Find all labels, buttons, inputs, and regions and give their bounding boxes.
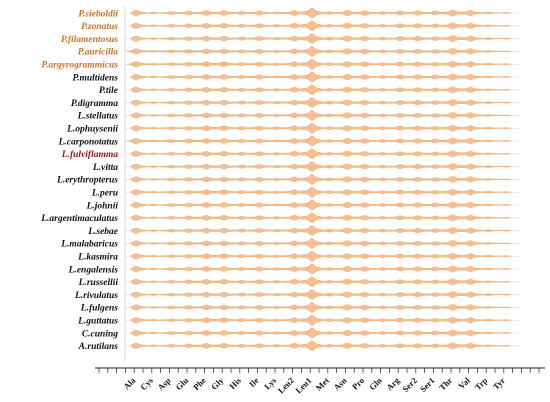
violin-P.multidens <box>130 71 511 83</box>
violin-P.tile <box>130 84 511 96</box>
species-label: L.kasmira <box>77 253 118 263</box>
species-label: P.zonatus <box>81 22 118 32</box>
violin-L.kasmira <box>130 250 511 262</box>
x-tick-label: Val <box>456 375 472 391</box>
species-label: L.peru <box>91 189 118 199</box>
x-tick-label: Ser2 <box>400 375 419 394</box>
species-label: L.engalensis <box>68 265 119 275</box>
species-label: L.erythropterus <box>56 176 118 186</box>
violin-L.engalensis <box>130 263 511 275</box>
violin-L.malabaricus <box>130 237 511 250</box>
violin-L.argentimaculatus <box>130 212 511 224</box>
violin-P.auricilla <box>130 45 511 58</box>
species-label: L.rivulatus <box>74 291 118 301</box>
x-tick-label: Ala <box>121 375 138 392</box>
species-label: L.fulviflamma <box>61 150 118 160</box>
x-tick-label: Ile <box>247 375 261 389</box>
species-label: A.rutilans <box>78 342 119 352</box>
species-label: L.argentimaculatus <box>40 214 118 224</box>
species-label: P.digramma <box>71 99 118 109</box>
x-tick-label: Gly <box>209 375 226 392</box>
species-label: P.multidens <box>73 73 119 83</box>
x-tick-label: Arg <box>384 375 402 393</box>
species-label: L.johnii <box>86 201 119 211</box>
species-label: L.vitta <box>92 163 118 173</box>
violin-P.zonatus <box>130 20 511 32</box>
violin-L.sebae <box>130 224 511 237</box>
species-label: P.sieboldii <box>78 9 118 19</box>
violin-L.rivulatus <box>130 288 511 301</box>
x-tick-label: Met <box>314 375 332 393</box>
violin-P.digramma <box>130 96 511 109</box>
x-tick-label: His <box>227 375 243 391</box>
species-label: L.sebae <box>87 227 119 237</box>
species-label: L.russellii <box>78 278 119 288</box>
violin-A.rutilans <box>130 340 511 352</box>
x-tick-label: Thr <box>437 375 454 392</box>
violin-P.argyrogrammicus <box>130 58 511 70</box>
violin-L.guttatus <box>130 314 511 326</box>
violin-L.johnii <box>130 199 511 211</box>
species-label: L.fulgens <box>80 304 119 314</box>
x-tick-label: Gln <box>367 375 384 392</box>
violin-L.ophuysenii <box>130 122 511 134</box>
violin-L.fulgens <box>130 301 511 314</box>
violin-L.russellii <box>130 276 511 288</box>
violin-L.fulviflamma <box>130 148 511 160</box>
x-tick-label: Glu <box>173 375 190 392</box>
x-tick-label: Leu2 <box>276 375 296 395</box>
violin-L.carponotatus <box>130 135 511 147</box>
violin-L.peru <box>130 186 511 198</box>
x-tick-label: Asn <box>332 375 349 392</box>
species-label: L.ophuysenii <box>66 125 118 135</box>
x-tick-label: Ser1 <box>418 375 437 394</box>
species-label: P.tile <box>99 86 119 96</box>
species-label: C.cuning <box>82 329 118 339</box>
violin-L.vitta <box>130 160 511 173</box>
species-label: L.carponotatus <box>58 137 119 147</box>
species-label: P.filamentosus <box>61 35 118 45</box>
violin-C.cuning <box>130 327 511 339</box>
violin-P.filamentosus <box>130 32 511 45</box>
species-label: L.malabaricus <box>60 240 118 250</box>
x-tick-label: Trp <box>473 375 490 392</box>
x-tick-label: Pro <box>350 375 366 391</box>
species-label: P.auricilla <box>78 48 118 58</box>
species-label: L.stellatus <box>77 112 119 122</box>
species-label: L.guttatus <box>77 317 118 327</box>
violin-L.stellatus <box>130 109 511 122</box>
x-tick-label: Phe <box>191 375 208 392</box>
x-tick-label: Leu1 <box>293 375 313 395</box>
x-tick-label: Cys <box>138 375 155 392</box>
violin-L.erythropterus <box>130 173 511 186</box>
x-tick-label: Asp <box>156 375 173 392</box>
species-label: P.argyrogrammicus <box>41 61 118 71</box>
x-tick-label: Tyr <box>491 375 507 391</box>
violin-P.sieboldii <box>130 7 511 19</box>
